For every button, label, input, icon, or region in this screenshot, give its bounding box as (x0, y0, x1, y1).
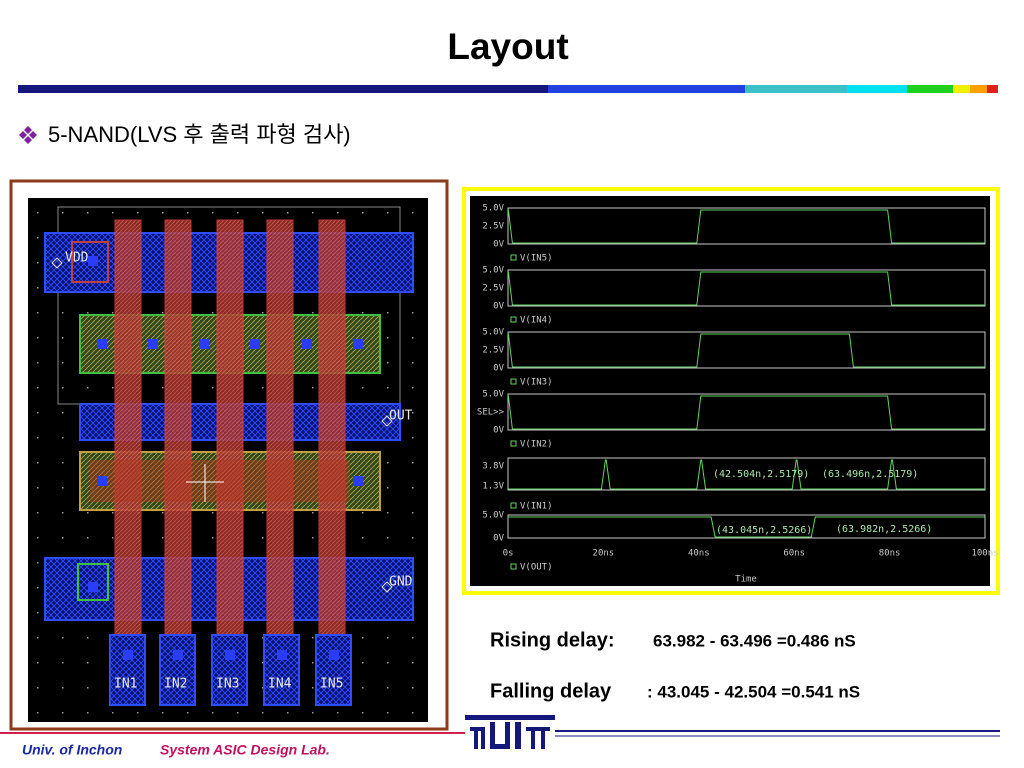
signal-label: V(IN4) (520, 316, 553, 326)
panel-tick-label: 0V (493, 534, 504, 544)
signal-label: V(OUT) (520, 563, 553, 573)
plot-frame (507, 514, 986, 539)
layout-view: VDD OUT GND IN1 IN2 IN3 IN4 IN5 (9, 179, 449, 731)
panel-tick-label: 0V (493, 302, 504, 312)
x-tick-label: 80ns (879, 549, 901, 559)
legend-marker (510, 563, 517, 570)
pin-marker (51, 257, 63, 269)
x-tick-label: 100ns (971, 549, 998, 559)
trace (507, 333, 985, 368)
trace (507, 209, 985, 244)
plot-frame (507, 207, 986, 245)
rising-label: Rising delay: (490, 629, 614, 651)
trace (508, 459, 985, 490)
legend-marker (510, 378, 517, 385)
waveform-view: 5.0V 2.5V 0V V(IN5) 5.0V 2.5V 0V V(IN4) 5.0V 2.5V… (462, 187, 1000, 595)
bullet-icon (19, 126, 37, 144)
rising-value: 63.982 - 63.496 =0.486 nS (653, 631, 856, 650)
signal-label: V(IN2) (520, 440, 553, 450)
panel-tick-label: SEL>> (477, 408, 505, 418)
trace (507, 271, 985, 306)
panel-tick-label: 0V (493, 426, 504, 436)
pin-marker (381, 581, 393, 593)
plot-frame (507, 269, 986, 307)
slide-title: Layout (447, 26, 568, 67)
falling-label: Falling delay (490, 680, 612, 702)
signal-label: V(IN1) (520, 502, 553, 512)
input-label: IN2 (164, 677, 187, 692)
footer-lines (0, 730, 1000, 737)
panel-tick-label: 5.0V (482, 266, 504, 276)
panel-tick-label: 0V (493, 364, 504, 374)
x-axis-label: Time (735, 575, 757, 585)
logo (465, 715, 555, 749)
panel-tick-label: 2.5V (482, 222, 504, 232)
x-tick-label: 20ns (593, 549, 615, 559)
x-tick-label: 0s (503, 549, 514, 559)
title-bar (18, 85, 998, 93)
input-label: IN3 (216, 677, 239, 692)
panel-tick-label: 5.0V (482, 511, 504, 521)
falling-value: : 43.045 - 42.504 =0.541 nS (647, 682, 860, 701)
bullet-text: 5-NAND(LVS 후 출력 파형 검사) (48, 122, 351, 147)
plot-frame (507, 457, 986, 491)
x-tick-label: 40ns (688, 549, 710, 559)
panel-tick-label: 1.3V (482, 482, 504, 492)
legend-marker (510, 502, 517, 509)
x-tick-label: 60ns (783, 549, 805, 559)
cursor-annotation: (42.504n,2.5179) (713, 469, 809, 480)
panel-tick-label: 5.0V (482, 390, 504, 400)
out-label: OUT (389, 409, 413, 424)
panel-tick-label: 5.0V (482, 204, 504, 214)
footer-lab: System ASIC Design Lab. (160, 742, 330, 758)
panel-tick-label: 2.5V (482, 284, 504, 294)
plot-frame (507, 331, 986, 369)
panel-tick-label: 2.5V (482, 346, 504, 356)
signal-label: V(IN3) (520, 378, 553, 388)
legend-marker (510, 316, 517, 323)
input-label: IN1 (114, 677, 137, 692)
input-label: IN4 (268, 677, 292, 692)
trace (508, 516, 985, 538)
pin-marker (381, 415, 393, 427)
vdd-label: VDD (65, 251, 89, 266)
panel-tick-label: 3.8V (482, 462, 504, 472)
cursor-annotation: (63.982n,2.5266) (836, 524, 932, 535)
legend-marker (510, 440, 517, 447)
gnd-label: GND (389, 575, 413, 590)
panel-tick-label: 5.0V (482, 328, 504, 338)
cursor-annotation: (63.496n,2.5179) (822, 469, 918, 480)
cursor-annotation: (43.045n,2.5266) (716, 525, 812, 536)
trace (507, 395, 985, 430)
signal-label: V(IN5) (520, 254, 553, 264)
legend-marker (510, 254, 517, 261)
plot-frame (507, 393, 986, 431)
input-label: IN5 (320, 677, 343, 692)
footer-university: Univ. of Inchon (22, 742, 122, 758)
panel-tick-label: 0V (493, 240, 504, 250)
